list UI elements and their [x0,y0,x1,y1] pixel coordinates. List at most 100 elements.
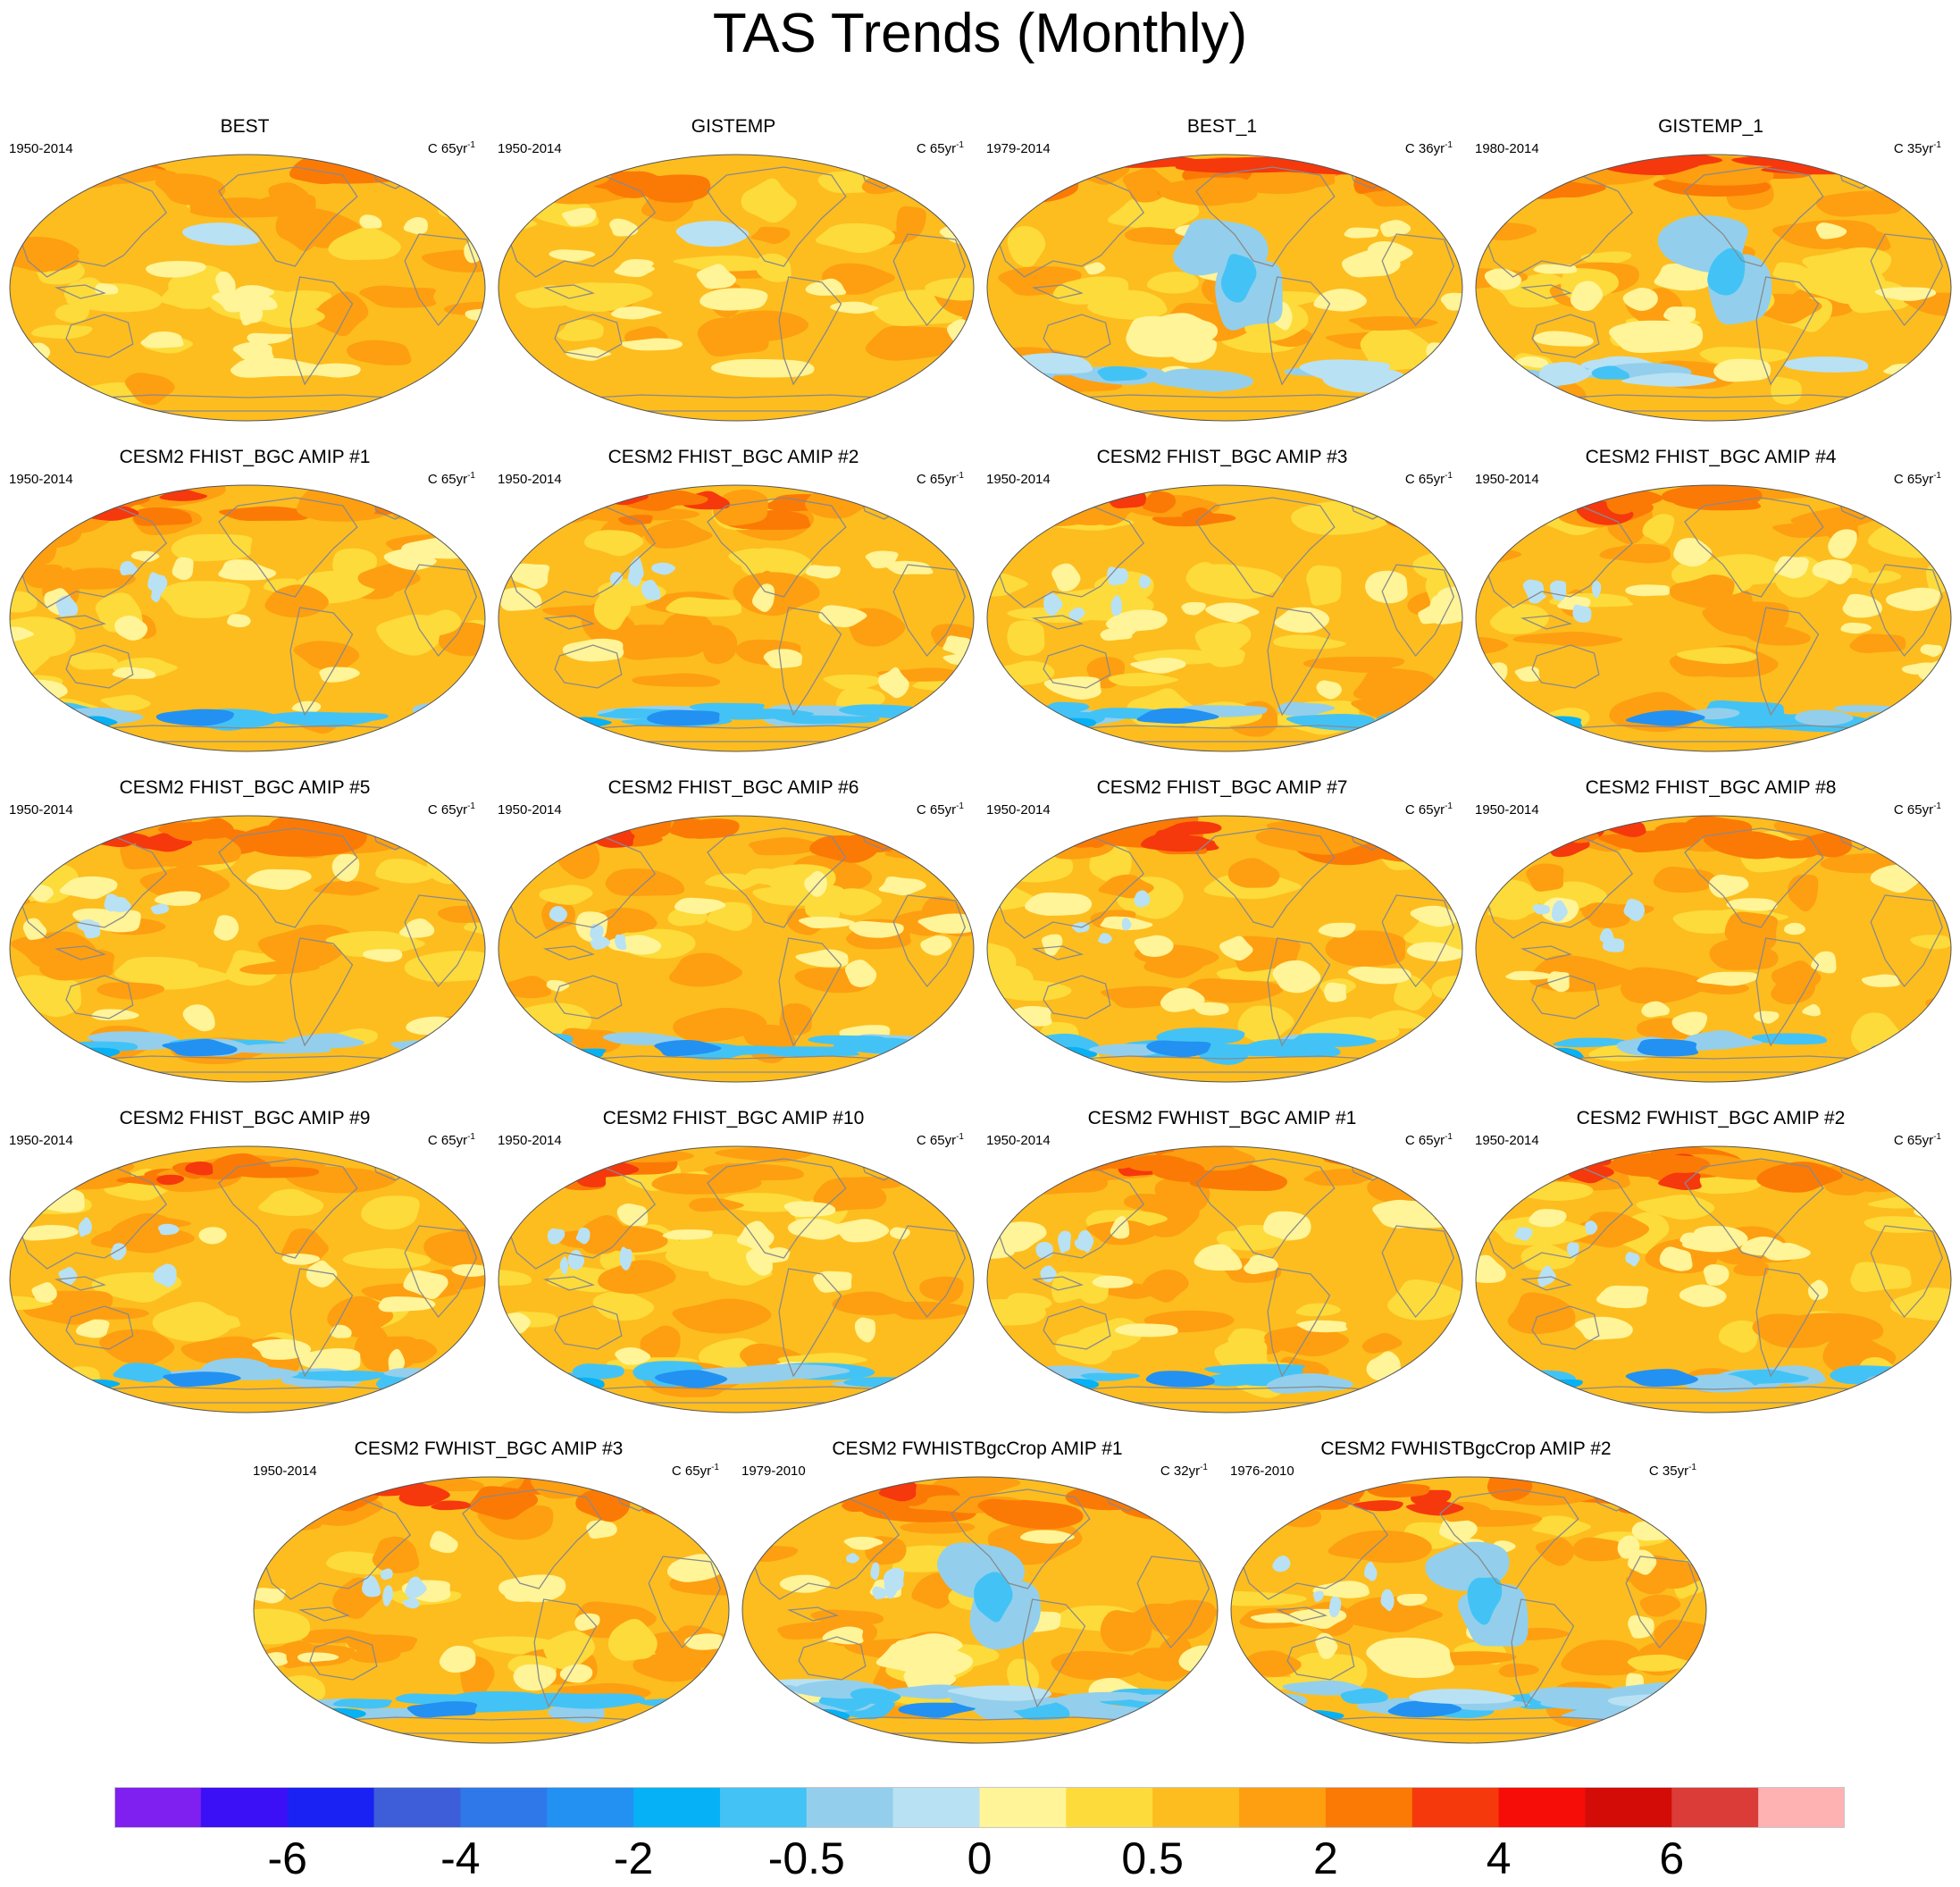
colorbar-tick-label: -6 [267,1833,307,1883]
cooling-speck [1566,1242,1579,1258]
cooling-speck [590,924,604,942]
map-panel: GISTEMP_1 1980-2014 C 35yr-1 [1466,109,1956,426]
arctic-strong-patch [65,1150,97,1170]
trend-map [1475,1145,1952,1413]
coastline-australia [1043,975,1111,1019]
colorbar-bin [114,1787,202,1828]
cooling-speck [1035,1241,1053,1259]
trend-patch-weak [76,1319,110,1338]
trend-patch-weak [674,897,726,915]
arctic-warming-patch [1231,1482,1296,1511]
arctic-warming-patch [990,500,1077,527]
trend-patch [31,324,93,340]
trend-patch [1802,247,1892,284]
southern-ocean-cooling [1286,714,1377,731]
trend-patch-weak [498,587,542,611]
trend-patch-weak [1092,1275,1134,1288]
trend-patch [1476,1161,1533,1202]
trend-patch [1051,1650,1145,1681]
coastline-africa [1870,894,1944,988]
map-outline [9,1145,486,1413]
southern-ocean-cooling [1409,700,1462,717]
coastline-namerica [1684,1158,1824,1259]
arctic-warming-patch [1476,1146,1546,1167]
southern-ocean-cooling [1056,1691,1143,1702]
coastline-africa [404,233,478,327]
arctic-warming-patch [1253,1477,1342,1501]
trend-patch [900,1522,976,1534]
trend-patch [1231,1590,1307,1606]
arctic-warming-patch [1882,161,1941,185]
trend-patch [1100,1610,1152,1652]
trend-patch [1512,632,1623,647]
map-fill-layer [1476,816,1951,1082]
panel-period: 1980-2014 [1475,141,1539,156]
map-fill-layer [498,816,974,1082]
trend-patch-weak [1533,331,1594,347]
colorbar-bin [1152,1787,1240,1828]
panel-units-exponent: -1 [1933,1132,1941,1142]
arctic-warming-patch [902,488,974,515]
trend-patch-weak [254,1587,286,1604]
trend-patch [1520,1244,1576,1271]
map-fill-layer [10,816,485,1082]
trend-patch-weak [696,264,736,289]
trend-patch [1771,376,1802,405]
panel-units-exponent: -1 [956,1132,964,1142]
arctic-strong-patch [1152,1160,1206,1183]
southern-ocean-cooling [1097,365,1148,382]
arctic-strong-patch [33,832,85,843]
trend-patch [987,682,1019,721]
panel-units-text: C 65yr [1404,802,1445,818]
southern-ocean-strong-cooling [898,1702,976,1718]
arctic-warming-patch [1596,829,1701,851]
trend-patch-weak [513,1664,557,1691]
map-outline [9,484,486,752]
map-panel: CESM2 FHIST_BGC AMIP #10 1950-2014 C 65yr-… [489,1101,978,1418]
cooling-speck [1272,1555,1291,1572]
trend-patch [1670,574,1735,608]
map-outline [986,484,1463,752]
panel-title: CESM2 FHIST_BGC AMIP #5 [119,777,371,798]
cooling-speck [147,572,168,596]
trend-patch [865,325,957,361]
arctic-warming-patch [1872,485,1951,505]
arctic-strong-patch [560,1153,615,1165]
trend-patch-weak [504,1586,543,1602]
arctic-warming-patch [1883,487,1951,507]
coastline-samerica [778,1268,842,1378]
trend-patch [257,924,352,968]
coastline-namerica [1439,1489,1579,1589]
map-fill-layer [987,155,1462,421]
coastline-africa [1381,894,1455,988]
arctic-warming-patch [11,1154,132,1190]
coastline-samerica [1755,937,1820,1047]
colorbar-bin [1585,1787,1672,1828]
panel-units-exponent: -1 [1933,801,1941,811]
trend-patch [501,976,552,999]
coastline-australia [554,644,623,689]
map-outline [1475,154,1952,422]
panel-units-text: C 35yr [1648,1463,1689,1479]
trend-patch-weak [615,1347,651,1365]
trend-patch [10,527,57,569]
coastline-namerica [1684,166,1824,267]
trend-patch-weak [112,667,156,679]
trend-map [1475,154,1952,422]
arctic-strong-patch [569,491,608,503]
southern-ocean-cooling [1476,711,1520,725]
southern-ocean-strong-cooling [654,1040,722,1057]
trend-patch-weak [1679,1284,1727,1307]
coastline-namerica [951,1489,1091,1589]
trend-patch-weak [1802,1003,1822,1017]
arctic-warming-patch [468,1486,539,1520]
arctic-warming-patch [1900,818,1951,849]
cooling-speck [609,572,624,585]
trend-patch-weak [962,1020,974,1031]
cooling-speck [1068,607,1085,621]
map-fill-layer [987,816,1462,1082]
trend-patch-weak [844,960,877,987]
arctic-warming-patch [396,158,476,181]
trend-patch [598,1260,676,1295]
map-outline [9,154,486,422]
